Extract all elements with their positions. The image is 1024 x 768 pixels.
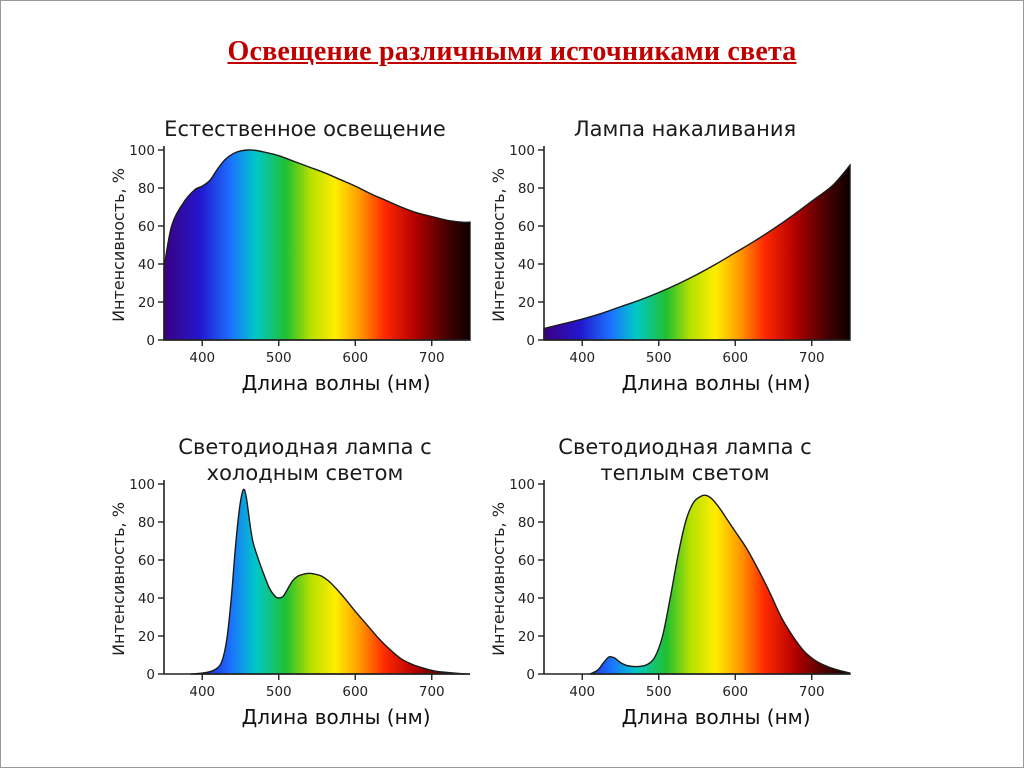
y-axis-label: Интенсивность, % — [489, 502, 508, 656]
x-tick-label: 600 — [722, 684, 748, 700]
x-axis-label: Длина волны (нм) — [242, 705, 431, 729]
y-tick-label: 100 — [129, 143, 155, 159]
chart-title: Светодиодная лампа с — [558, 435, 811, 459]
y-tick-label: 0 — [146, 333, 155, 349]
chart-title: Естественное освещение — [164, 117, 446, 141]
x-axis-label: Длина волны (нм) — [242, 371, 431, 395]
spectrum-area — [589, 494, 851, 675]
x-tick-label: 600 — [722, 350, 748, 366]
y-tick-label: 20 — [138, 295, 155, 311]
y-tick-label: 40 — [518, 591, 535, 607]
spectrum-area — [543, 163, 851, 341]
x-tick-label: 700 — [419, 684, 445, 700]
y-tick-label: 60 — [138, 553, 155, 569]
y-tick-label: 100 — [129, 477, 155, 493]
x-tick-label: 600 — [342, 350, 368, 366]
y-tick-label: 80 — [138, 181, 155, 197]
y-tick-label: 80 — [138, 515, 155, 531]
y-tick-label: 20 — [518, 295, 535, 311]
chart-incandescent-lamp: Лампа накаливания 0 20 40 60 80 100 400 500 600 70… — [489, 117, 851, 395]
x-tick-label: 500 — [646, 350, 672, 366]
x-axis-label: Длина волны (нм) — [622, 705, 811, 729]
y-tick-label: 0 — [526, 333, 535, 349]
spectrum-area — [163, 149, 471, 341]
x-tick-label: 700 — [799, 684, 825, 700]
x-tick-label: 400 — [189, 350, 215, 366]
y-tick-label: 60 — [518, 219, 535, 235]
chart-natural-light: Естественное освещение 0 20 40 60 80 100 400 500… — [109, 117, 471, 395]
x-tick-label: 700 — [799, 350, 825, 366]
x-tick-label: 600 — [342, 684, 368, 700]
x-tick-label: 500 — [266, 350, 292, 366]
x-tick-label: 700 — [419, 350, 445, 366]
y-tick-label: 20 — [518, 629, 535, 645]
spectrum-area — [190, 488, 471, 675]
y-tick-label: 80 — [518, 181, 535, 197]
y-tick-label: 60 — [138, 219, 155, 235]
chart-title: холодным светом — [207, 461, 404, 485]
slide-title: Освещение различными источниками света — [227, 36, 797, 67]
y-axis-label: Интенсивность, % — [109, 502, 128, 656]
y-axis-label: Интенсивность, % — [489, 168, 508, 322]
chart-title: Светодиодная лампа с — [178, 435, 431, 459]
y-tick-label: 0 — [146, 667, 155, 683]
x-tick-label: 400 — [569, 350, 595, 366]
x-tick-label: 500 — [646, 684, 672, 700]
y-axis-label: Интенсивность, % — [109, 168, 128, 322]
y-tick-label: 100 — [509, 477, 535, 493]
y-tick-label: 80 — [518, 515, 535, 531]
x-tick-label: 400 — [189, 684, 215, 700]
x-tick-label: 400 — [569, 684, 595, 700]
y-tick-label: 20 — [138, 629, 155, 645]
y-tick-label: 40 — [138, 591, 155, 607]
x-tick-label: 500 — [266, 684, 292, 700]
y-tick-label: 60 — [518, 553, 535, 569]
y-tick-label: 40 — [138, 257, 155, 273]
y-tick-label: 40 — [518, 257, 535, 273]
y-tick-label: 0 — [526, 667, 535, 683]
y-tick-label: 100 — [509, 143, 535, 159]
x-axis-label: Длина волны (нм) — [622, 371, 811, 395]
chart-title: теплым светом — [600, 461, 769, 485]
chart-title: Лампа накаливания — [574, 117, 796, 141]
